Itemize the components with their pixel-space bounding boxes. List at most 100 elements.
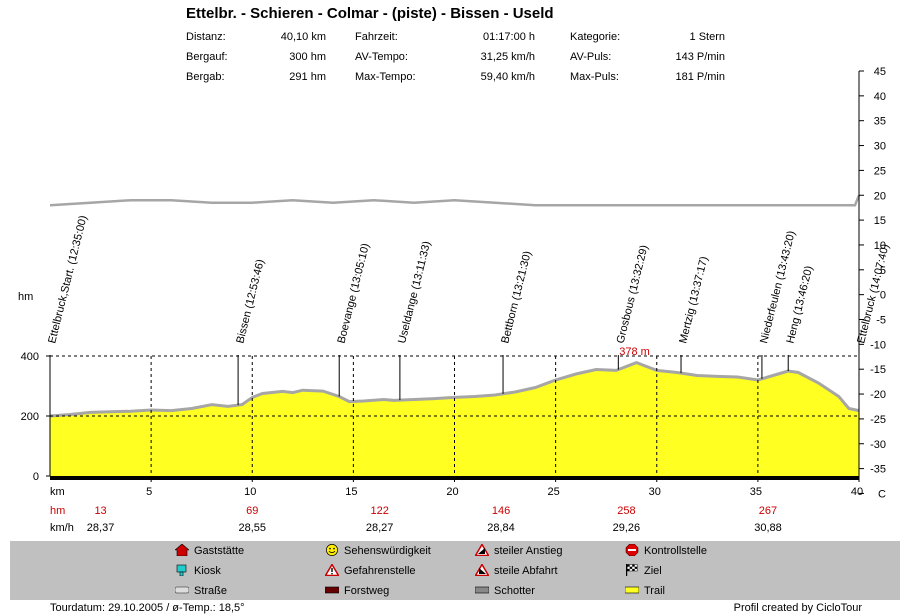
house-icon — [175, 544, 189, 556]
legend-item: steiler Anstieg — [475, 544, 562, 558]
stat-label: Kategorie: — [570, 31, 621, 43]
legend-item: Gaststätte — [175, 544, 244, 558]
x-axis-title: km — [50, 486, 65, 498]
legend-label: Sehenswürdigkeit — [344, 545, 431, 557]
legend-item: Kontrollstelle — [625, 544, 707, 558]
legend-item: Kiosk — [175, 564, 221, 578]
segment-kmh: 28,27 — [366, 522, 394, 534]
segment-kmh: 28,84 — [487, 522, 515, 534]
waypoint-label: Bissen (12:53:46) — [234, 258, 267, 345]
x-tick-label: 40 — [851, 486, 863, 498]
right-tick-label: 25 — [874, 165, 886, 177]
segment-kmh: 28,55 — [238, 522, 266, 534]
x-tick-label: 10 — [244, 486, 256, 498]
stat-label: Distanz: — [186, 31, 226, 43]
waypoint-label: Heng (13:46:20) — [784, 265, 815, 345]
legend-item: Gefahrenstelle — [325, 564, 416, 578]
temperature-line — [49, 194, 861, 207]
legend-label: Gefahrenstelle — [344, 565, 416, 577]
chart-title: Ettelbr. - Schieren - Colmar - (piste) -… — [186, 5, 554, 22]
stat-value: 40,10 km — [280, 31, 326, 43]
x-tick-label: 20 — [446, 486, 458, 498]
segment-hm: 69 — [246, 505, 258, 517]
legend-label: Forstweg — [344, 585, 390, 597]
steep-descent-icon — [475, 564, 489, 576]
legend-item: Forstweg — [325, 584, 389, 598]
y-tick-label: 200 — [21, 411, 39, 423]
segment-hm: 267 — [759, 505, 777, 517]
legend-label: Gaststätte — [194, 545, 245, 557]
right-tick-label: 0 — [880, 290, 886, 302]
legend-label: Kontrollstelle — [644, 545, 707, 557]
right-tick-label: 10 — [874, 240, 886, 252]
waypoint-label: Ettelbruck (14:07:40) — [855, 243, 891, 345]
segment-hm: 146 — [492, 505, 510, 517]
legend-label: Schotter — [494, 585, 535, 597]
legend-item: Straße — [175, 584, 227, 598]
stat-value: 59,40 km/h — [480, 71, 535, 83]
legend-label: Ziel — [644, 565, 662, 577]
right-tick-label: C — [878, 488, 886, 500]
tour-date: Tourdatum: 29.10.2005 / ø-Temp.: 18,5° — [50, 602, 245, 614]
stat-label: AV-Puls: — [570, 51, 612, 63]
right-tick-label: 20 — [874, 190, 886, 202]
max-altitude-label: 378 m — [619, 346, 650, 358]
legend-item: Ziel — [625, 564, 662, 578]
finish-flag-icon — [626, 564, 638, 576]
stat-value: 291 hm — [289, 71, 326, 83]
legend-label: steile Abfahrt — [494, 565, 558, 577]
right-tick-label: 45 — [874, 66, 886, 78]
right-tick-label: 5 — [880, 265, 886, 277]
stat-label: AV-Tempo: — [355, 51, 408, 63]
y-tick-label: 400 — [21, 351, 39, 363]
segment-hm: 13 — [94, 505, 106, 517]
legend-label: Straße — [194, 585, 228, 597]
x-tick-label: 25 — [548, 486, 560, 498]
road-swatch — [175, 586, 189, 594]
stat-label: Fahrzeit: — [355, 31, 398, 43]
segment-kmh: 28,37 — [87, 522, 115, 534]
steep-ascent-icon — [475, 544, 489, 556]
waypoint-label: Grosbous (13:32:29) — [615, 244, 651, 345]
stat-value: 300 hm — [289, 51, 326, 63]
right-tick-label: -30 — [870, 439, 886, 451]
kmh-row-label: km/h — [50, 522, 74, 534]
waypoint-label: Useldange (13:11:33) — [396, 240, 433, 345]
stop-icon — [625, 544, 639, 556]
x-tick-label: 5 — [146, 486, 152, 498]
legend-label: Trail — [644, 585, 665, 597]
waypoint-label: Ettelbruck,Start. (12:35:00) — [46, 214, 89, 344]
warning-icon — [325, 564, 339, 576]
stat-label: Max-Puls: — [570, 71, 619, 83]
stat-value: 31,25 km/h — [480, 51, 535, 63]
segment-kmh: 29,26 — [613, 522, 641, 534]
segment-hm: 122 — [370, 505, 388, 517]
trail-swatch — [625, 586, 639, 594]
gravel-swatch — [475, 586, 489, 594]
legend-panel: Gaststätte Kiosk Straße Sehenswürdigkeit… — [10, 541, 900, 600]
elevation-line — [49, 360, 860, 418]
segment-hm: 258 — [617, 505, 635, 517]
stat-value: 181 P/min — [675, 71, 725, 83]
legend-item: steile Abfahrt — [475, 564, 558, 578]
segment-kmh: 30,88 — [754, 522, 782, 534]
waypoint-label: Mertzig (13:37:17) — [677, 255, 710, 345]
right-tick-label: 15 — [874, 215, 886, 227]
elevation-chart: hm 0 200 400 45 40 35 30 25 20 15 10 5 0 -5 -10 -15 -20 -2… — [18, 66, 892, 534]
stat-value: 1 Stern — [689, 31, 725, 43]
right-tick-label: -25 — [870, 414, 886, 426]
stat-value: 143 P/min — [675, 51, 725, 63]
waypoint-label: Bettborn (13:21:30) — [499, 250, 534, 345]
right-tick-label: 40 — [874, 91, 886, 103]
stat-label: Bergab: — [186, 71, 225, 83]
legend-label: Kiosk — [194, 565, 221, 577]
y-axis-title: hm — [18, 291, 33, 303]
right-tick-label: 30 — [874, 141, 886, 153]
stat-label: Bergauf: — [186, 51, 228, 63]
y-tick-label: 0 — [33, 471, 39, 483]
cup-icon — [176, 564, 187, 576]
x-tick-label: 15 — [345, 486, 357, 498]
hm-row-label: hm — [50, 505, 65, 517]
legend-item: Schotter — [475, 584, 535, 598]
right-tick-label: -15 — [870, 364, 886, 376]
